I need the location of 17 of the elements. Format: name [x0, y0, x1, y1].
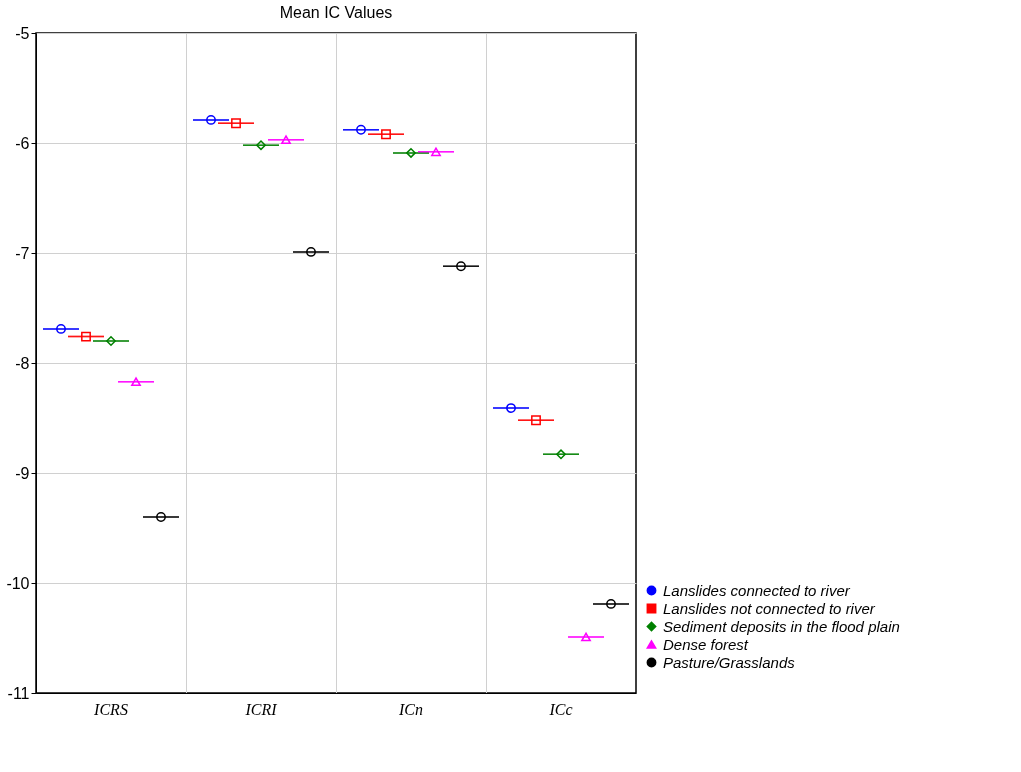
legend-label: Dense forest	[663, 635, 749, 653]
y-tick-label: -11	[7, 684, 30, 702]
x-tick-label: ICRS	[93, 700, 128, 718]
x-tick-label: ICRI	[244, 700, 278, 718]
y-tick-label: -8	[15, 354, 30, 372]
chart-title: Mean IC Values	[279, 4, 393, 21]
y-tick-label: -7	[15, 244, 30, 262]
y-tick-label: -5	[15, 24, 30, 42]
legend-label: Lanslides connected to river	[663, 581, 851, 599]
legend-label: Sediment deposits in the flood plain	[663, 617, 900, 635]
legend-label: Pasture/Grasslands	[663, 653, 796, 671]
y-tick-label: -10	[6, 574, 30, 592]
y-tick-label: -6	[15, 134, 30, 152]
x-tick-label: ICc	[548, 700, 573, 718]
x-tick-label: ICn	[398, 700, 423, 718]
legend-label: Lanslides not connected to river	[663, 599, 876, 617]
y-tick-label: -9	[15, 464, 30, 482]
